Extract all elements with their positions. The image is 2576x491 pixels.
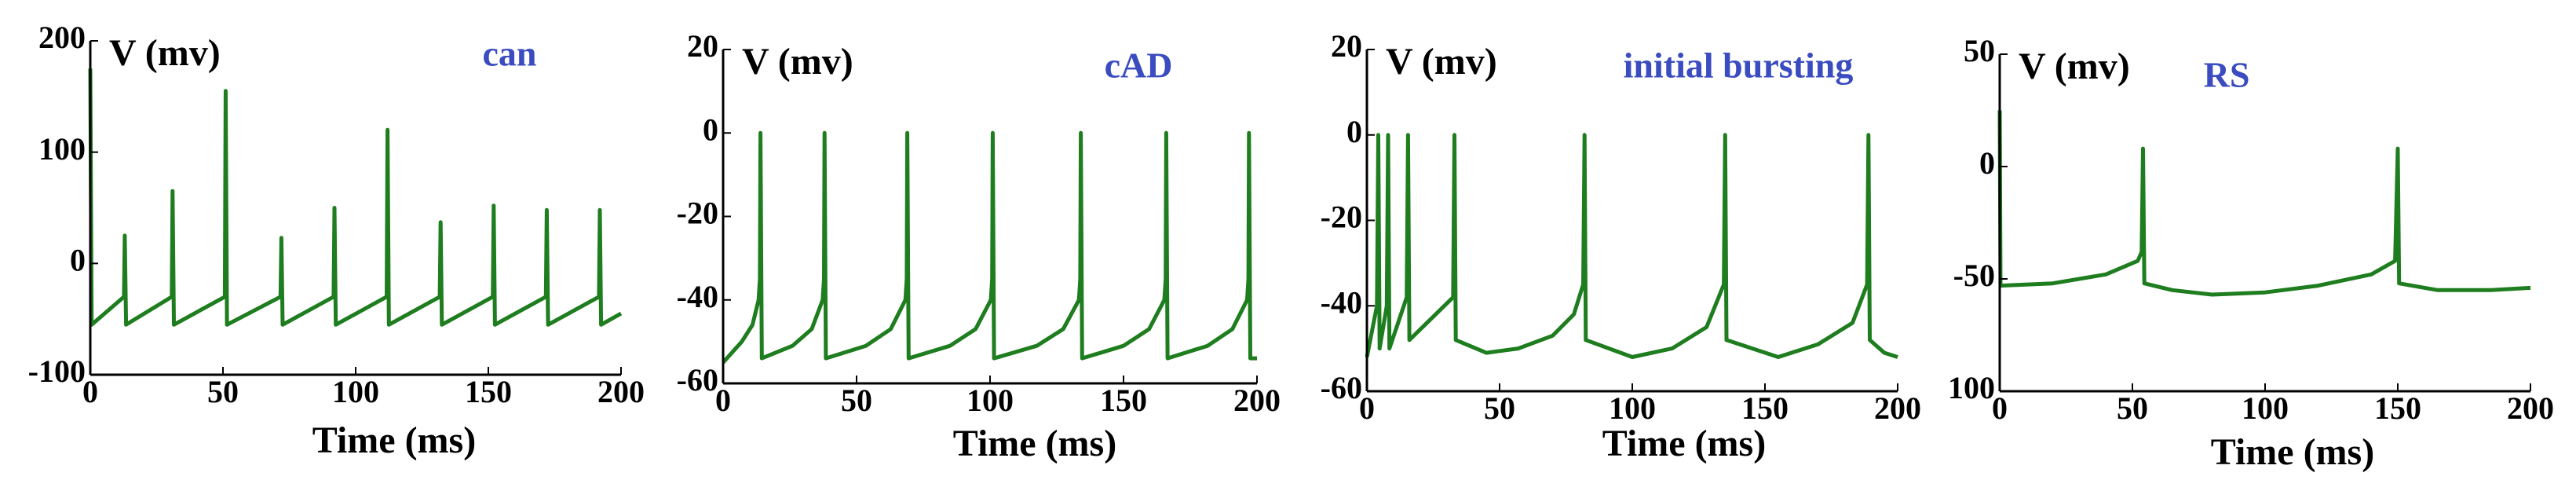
y-axis-label: V (mv) xyxy=(109,32,221,74)
trace xyxy=(1997,110,2531,297)
x-tick-label: 50 xyxy=(207,374,239,409)
x-tick-label: 50 xyxy=(2117,390,2148,426)
y-axis-label: V (mv) xyxy=(2019,46,2130,87)
panel-title: RS xyxy=(2204,55,2250,95)
y-tick-label: 100 xyxy=(1948,370,1995,405)
x-tick-label: 200 xyxy=(1233,383,1281,418)
x-tick-label: 100 xyxy=(332,374,379,409)
y-tick-label: 50 xyxy=(1964,33,1995,68)
y-axis-label: V (mv) xyxy=(742,41,853,82)
x-tick-label: 150 xyxy=(465,374,512,409)
y-tick-label: 100 xyxy=(38,131,86,167)
y-tick-label: -40 xyxy=(677,279,718,314)
x-tick-label: 0 xyxy=(82,374,98,409)
trace xyxy=(722,130,1257,365)
y-tick-label: -60 xyxy=(677,362,718,398)
y-tick-label: 0 xyxy=(703,112,718,147)
y-tick-label: -100 xyxy=(28,354,86,389)
y-tick-label: -50 xyxy=(1953,258,1995,293)
x-axis-label: Time (ms) xyxy=(2211,431,2374,473)
y-tick-label: 20 xyxy=(687,28,718,64)
y-tick-label: -60 xyxy=(1321,370,1362,405)
x-tick-label: 200 xyxy=(1874,390,1921,426)
x-tick-label: 50 xyxy=(841,383,872,418)
y-tick-label: 200 xyxy=(38,20,86,55)
y-tick-label: 20 xyxy=(1331,28,1362,64)
y-tick-label: -20 xyxy=(677,196,718,231)
x-tick-label: 200 xyxy=(2507,390,2554,426)
panel-title: cAD xyxy=(1105,46,1173,86)
x-tick-label: 100 xyxy=(1609,390,1656,426)
x-axis-label: Time (ms) xyxy=(1602,423,1766,464)
x-axis-label: Time (ms) xyxy=(953,423,1116,464)
x-tick-label: 100 xyxy=(966,383,1014,418)
y-tick-label: 0 xyxy=(1346,114,1362,149)
trace xyxy=(1365,133,1898,359)
x-tick-label: 150 xyxy=(2374,390,2421,426)
x-tick-label: 150 xyxy=(1100,383,1147,418)
x-tick-label: 200 xyxy=(597,374,645,409)
x-tick-label: 0 xyxy=(1992,390,2008,426)
x-tick-label: 0 xyxy=(1359,390,1375,426)
y-axis-label: V (mv) xyxy=(1386,41,1497,82)
y-tick-label: -20 xyxy=(1321,200,1362,235)
x-tick-label: 50 xyxy=(1484,390,1515,426)
y-tick-label: 0 xyxy=(1979,145,1995,181)
panel-title: initial bursting xyxy=(1624,46,1854,86)
panel-title: can xyxy=(483,34,537,74)
trace xyxy=(88,68,623,327)
y-tick-label: -40 xyxy=(1321,284,1362,320)
x-tick-label: 0 xyxy=(715,383,731,418)
x-tick-label: 150 xyxy=(1741,390,1789,426)
x-tick-label: 100 xyxy=(2242,390,2289,426)
y-tick-label: 0 xyxy=(70,243,86,278)
x-axis-label: Time (ms) xyxy=(312,420,476,461)
